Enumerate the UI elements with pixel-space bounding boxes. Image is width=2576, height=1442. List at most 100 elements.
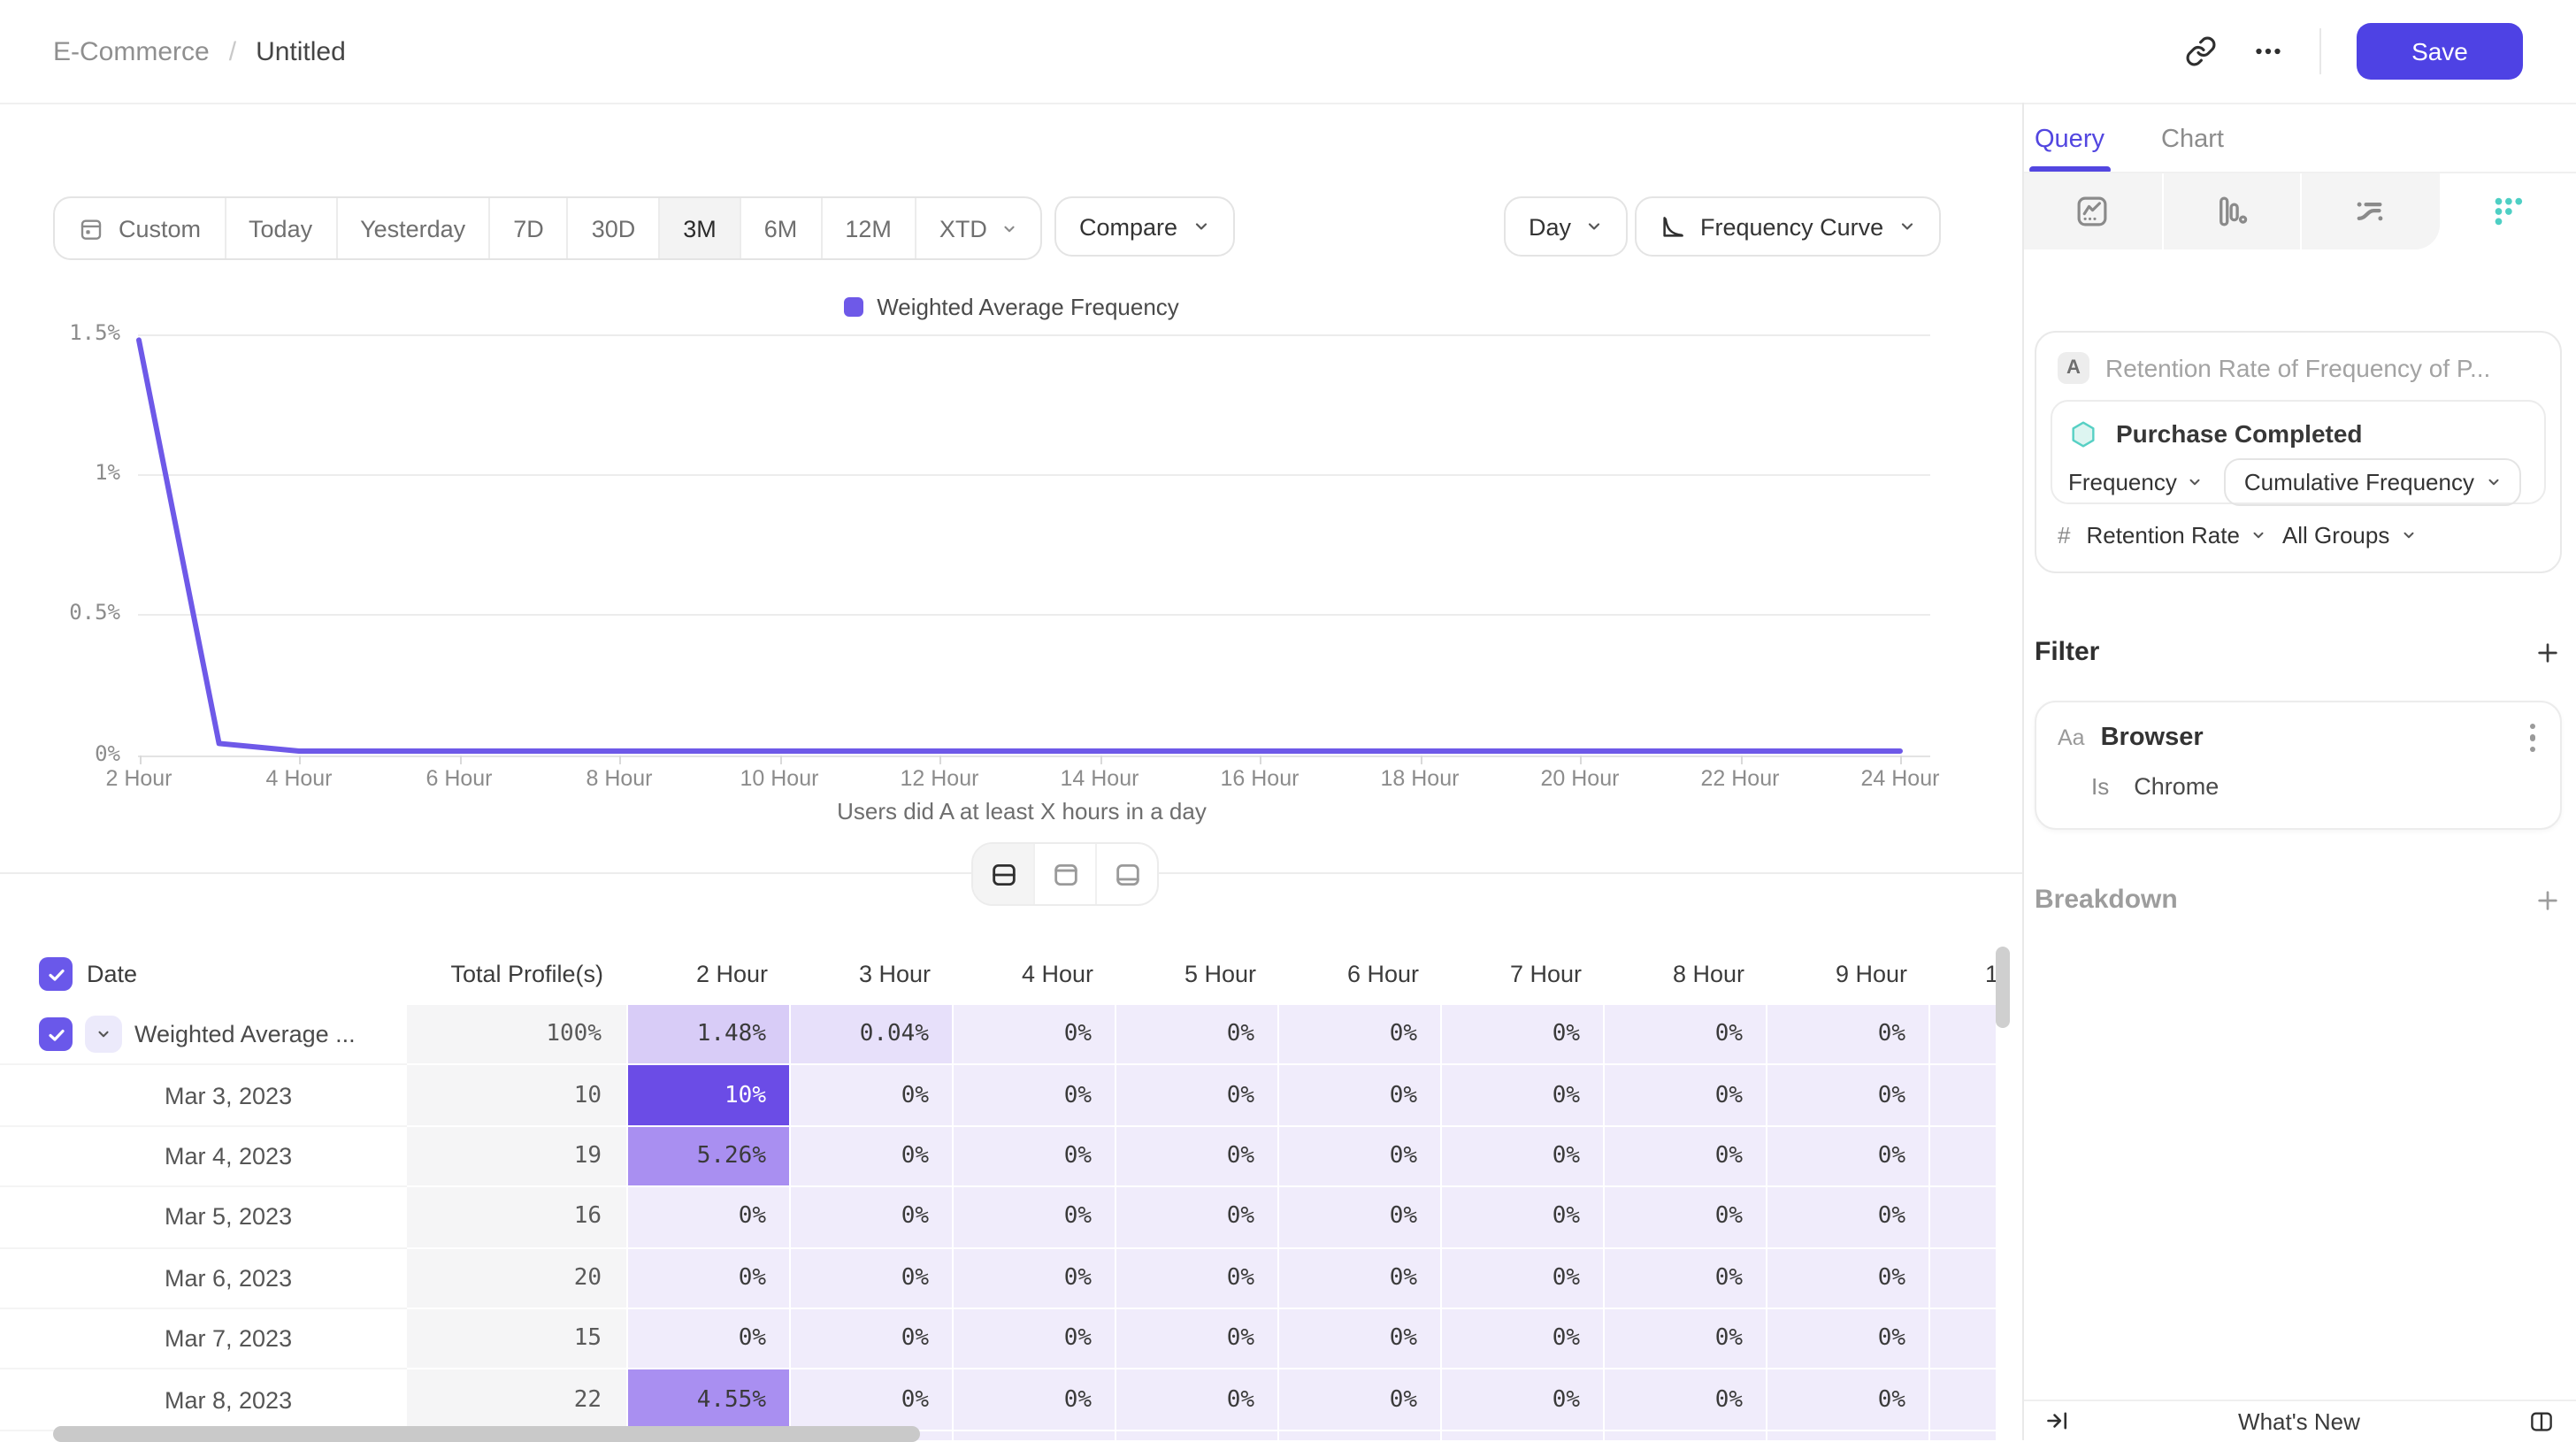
retention-cell <box>954 1430 1116 1440</box>
retention-cell: 0% <box>1605 1005 1767 1066</box>
add-breakdown-icon[interactable] <box>2534 886 2562 914</box>
range-12m[interactable]: 12M <box>822 198 916 258</box>
insights-icon[interactable] <box>2024 173 2163 249</box>
filter-condition-row: Is Chrome <box>2091 773 2539 800</box>
whats-new-link[interactable]: What's New <box>2238 1407 2360 1434</box>
row-checkbox[interactable] <box>39 1017 73 1052</box>
breadcrumb-board[interactable]: E-Commerce <box>53 36 210 66</box>
row-header-cell: Mar 3, 2023 <box>0 1065 407 1127</box>
chart-legend[interactable]: Weighted Average Frequency <box>0 294 2022 320</box>
retention-cell: 0% <box>1116 1187 1279 1249</box>
x-tick-label: 12 Hour <box>900 766 979 791</box>
x-tick-mark <box>939 756 941 764</box>
step-badge: A <box>2058 352 2089 384</box>
range-xtd[interactable]: XTD <box>916 198 1040 258</box>
filter-value[interactable]: Chrome <box>2134 773 2220 801</box>
panel-split-icon[interactable] <box>2528 1407 2555 1434</box>
event-row[interactable]: Purchase Completed <box>2068 410 2528 456</box>
x-tick-mark <box>1260 756 1261 764</box>
chart-type-button[interactable]: Frequency Curve <box>1635 196 1941 257</box>
panel-divider <box>2022 103 2024 1440</box>
x-tick-label: 10 Hour <box>740 766 819 791</box>
gridline <box>138 755 1930 756</box>
link-icon[interactable] <box>2185 35 2217 67</box>
measure-label: Retention Rate <box>2086 522 2240 548</box>
table-horizontal-scrollbar[interactable] <box>53 1426 920 1442</box>
retention-cell: 0% <box>791 1369 954 1431</box>
more-icon[interactable] <box>2252 35 2284 67</box>
retention-cell: 0% <box>1442 1187 1605 1249</box>
filter-card: Aa Browser Is Chrome <box>2035 701 2562 830</box>
table-row: Mar 8, 2023 224.55%0%0%0%0%0%0%0%0% <box>0 1369 1996 1431</box>
event-name: Purchase Completed <box>2116 419 2363 448</box>
range-yesterday[interactable]: Yesterday <box>337 198 491 258</box>
retention-cell: 0% <box>954 1308 1116 1370</box>
range-custom[interactable]: Custom <box>55 198 226 258</box>
tab-chart[interactable]: Chart <box>2161 126 2224 154</box>
retention-cell <box>1930 1430 1996 1440</box>
report-title[interactable]: Untitled <box>256 36 346 66</box>
range-6m[interactable]: 6M <box>741 198 823 258</box>
retention-cell: 0% <box>1930 1005 1996 1066</box>
tab-query[interactable]: Query <box>2029 126 2109 173</box>
retention-cell: 0% <box>1767 1248 1930 1309</box>
chart-type-label: Frequency Curve <box>1700 213 1884 240</box>
kebab-icon[interactable] <box>2526 720 2539 756</box>
chart-focus-view-icon[interactable] <box>1035 844 1097 904</box>
select-all-checkbox[interactable] <box>39 957 73 991</box>
funnels-icon[interactable] <box>2163 173 2302 249</box>
range-label: 7D <box>513 215 544 242</box>
retention-cell: 0% <box>1442 1369 1605 1431</box>
frequency-dropdown[interactable]: Frequency <box>2068 469 2204 495</box>
row-label: Mar 3, 2023 <box>165 1082 293 1109</box>
retention-cell: 0% <box>1767 1065 1930 1127</box>
x-tick-label: 22 Hour <box>1700 766 1780 791</box>
table-vertical-scrollbar[interactable] <box>1996 947 2010 1028</box>
retention-cell: 0% <box>628 1248 791 1309</box>
date-range-group: Custom Today Yesterday 7D 30D 3M 6M 12M XTD <box>53 196 1042 260</box>
save-button[interactable]: Save <box>2357 23 2523 80</box>
filter-heading: Filter <box>2035 637 2100 667</box>
retention-cell: 0.04% <box>791 1005 954 1066</box>
x-tick-label: 8 Hour <box>586 766 653 791</box>
panel-footer: What's New <box>2024 1400 2576 1440</box>
retention-cell: 0% <box>1767 1308 1930 1370</box>
groups-dropdown[interactable]: All Groups <box>2282 522 2416 548</box>
retention-cell: 0% <box>791 1308 954 1370</box>
flows-icon[interactable] <box>2302 173 2439 249</box>
total-cell: 100% <box>407 1005 628 1066</box>
range-label: 30D <box>591 215 636 242</box>
granularity-button[interactable]: Day <box>1504 196 1629 257</box>
table-row: Mar 4, 2023 195.26%0%0%0%0%0%0%0%0% <box>0 1126 1996 1188</box>
retention-cell: 0% <box>1279 1187 1442 1249</box>
step-title[interactable]: Retention Rate of Frequency of P... <box>2105 354 2491 382</box>
chevron-down-icon <box>2400 527 2416 543</box>
panel-tabs: Query Chart <box>2029 126 2224 173</box>
filter-operator[interactable]: Is <box>2091 773 2110 801</box>
retention-cell: 0% <box>1930 1369 1996 1431</box>
retention-cell: 0% <box>954 1248 1116 1309</box>
chevron-down-icon <box>1192 218 1209 235</box>
range-7d[interactable]: 7D <box>490 198 569 258</box>
gridline <box>138 474 1930 477</box>
filter-property[interactable]: Browser <box>2100 724 2204 753</box>
range-3m[interactable]: 3M <box>660 198 741 258</box>
frequency-type-dropdown[interactable]: Cumulative Frequency <box>2224 458 2522 506</box>
row-expander-chevron-icon[interactable] <box>85 1016 122 1054</box>
hexagon-event-icon <box>2068 418 2098 449</box>
add-filter-icon[interactable] <box>2534 638 2562 666</box>
column-header-total: Total Profile(s) <box>407 943 628 1005</box>
range-30d[interactable]: 30D <box>569 198 661 258</box>
split-view-icon[interactable] <box>973 844 1035 904</box>
range-today[interactable]: Today <box>226 198 338 258</box>
range-label: Today <box>249 215 313 242</box>
chevron-down-icon <box>1898 218 1915 235</box>
collapse-panel-icon[interactable] <box>2045 1408 2070 1433</box>
measure-dropdown[interactable]: Retention Rate <box>2086 522 2266 548</box>
y-tick-label: 0.5% <box>69 600 120 625</box>
retention-icon[interactable] <box>2439 173 2576 249</box>
compare-button[interactable]: Compare <box>1054 196 1235 257</box>
table-focus-view-icon[interactable] <box>1097 844 1157 904</box>
